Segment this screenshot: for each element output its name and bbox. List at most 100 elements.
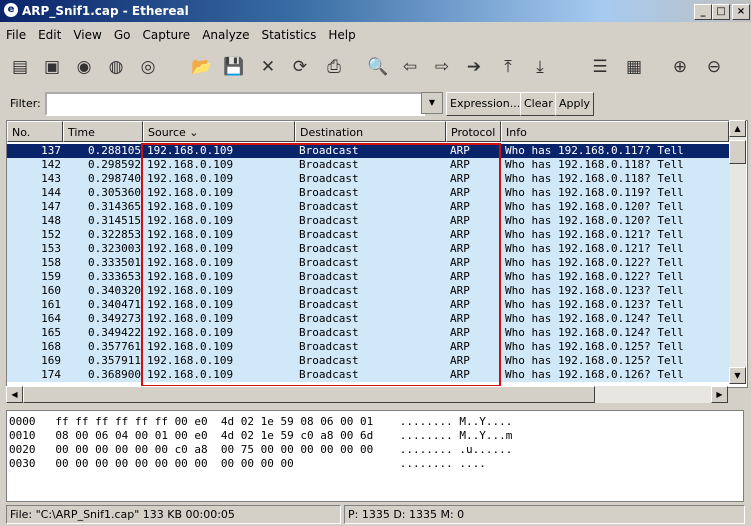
packet-row[interactable]: 143 0.298740 192.168.0.109 Broadcast ARP Who … — [7, 172, 729, 186]
packet-protocol: ARP — [450, 158, 470, 171]
packet-info: Who has 192.168.0.122? Tell — [505, 256, 684, 269]
restart-capture-icon[interactable]: ◎ — [140, 57, 156, 77]
packet-source: 192.168.0.109 — [147, 354, 234, 367]
packet-row[interactable]: 168 0.357761 192.168.0.109 Broadcast ARP Who … — [7, 340, 729, 354]
zoom-out-icon[interactable]: ⊖ — [706, 57, 722, 77]
go-to-icon[interactable]: ➔ — [466, 57, 482, 77]
packet-info: Who has 192.168.0.123? Tell — [505, 298, 684, 311]
column-header-time[interactable]: Time — [63, 121, 143, 142]
packet-time: 0.340471 — [88, 298, 141, 311]
packet-protocol: ARP — [450, 284, 470, 297]
packet-no: 143 — [41, 172, 61, 185]
scroll-thumb[interactable] — [729, 140, 746, 164]
close-icon[interactable]: ✕ — [260, 57, 276, 77]
last-packet-icon[interactable]: ⤓ — [536, 57, 544, 77]
capture-options-icon[interactable]: ▣ — [43, 57, 61, 77]
packet-protocol: ARP — [450, 186, 470, 199]
find-icon[interactable]: 🔍 — [367, 57, 389, 77]
packet-time: 0.288105 — [88, 144, 141, 157]
packet-row[interactable]: 160 0.340320 192.168.0.109 Broadcast ARP Who … — [7, 284, 729, 298]
menu-file[interactable]: File — [6, 28, 27, 42]
packet-row[interactable]: 174 0.368900 192.168.0.109 Broadcast ARP Who … — [7, 368, 729, 382]
packet-info: Who has 192.168.0.125? Tell — [505, 340, 684, 353]
back-icon[interactable]: ⇦ — [402, 57, 418, 77]
maximize-button[interactable]: □ — [712, 4, 730, 20]
scroll-left-icon[interactable]: ◀ — [6, 386, 23, 403]
packet-source: 192.168.0.109 — [147, 242, 234, 255]
clear-button[interactable]: Clear — [520, 92, 557, 116]
column-header-no[interactable]: No. — [7, 121, 63, 142]
packet-row[interactable]: 144 0.305360 192.168.0.109 Broadcast ARP Who … — [7, 186, 729, 200]
packet-source: 192.168.0.109 — [147, 340, 234, 353]
packet-protocol: ARP — [450, 172, 470, 185]
packet-row[interactable]: 147 0.314365 192.168.0.109 Broadcast ARP Who … — [7, 200, 729, 214]
colorize-icon[interactable]: ☰ — [592, 57, 608, 77]
scroll-down-icon[interactable]: ▼ — [729, 367, 746, 384]
start-capture-icon[interactable]: ◉ — [76, 57, 92, 77]
packet-time: 0.305360 — [88, 186, 141, 199]
packet-info: Who has 192.168.0.124? Tell — [505, 312, 684, 325]
packet-row[interactable]: 148 0.314515 192.168.0.109 Broadcast ARP Who … — [7, 214, 729, 228]
hex-line: 0030 00 00 00 00 00 00 00 00 00 00 00 00… — [9, 457, 486, 470]
hex-line: 0020 00 00 00 00 00 00 c0 a8 00 75 00 00… — [9, 443, 513, 456]
expression-button[interactable]: Expression... — [446, 92, 525, 116]
packet-row[interactable]: 164 0.349273 192.168.0.109 Broadcast ARP Who … — [7, 312, 729, 326]
column-header-destination[interactable]: Destination — [295, 121, 446, 142]
forward-icon[interactable]: ⇨ — [434, 57, 450, 77]
packet-protocol: ARP — [450, 242, 470, 255]
packet-info: Who has 192.168.0.120? Tell — [505, 200, 684, 213]
packet-row[interactable]: 159 0.333653 192.168.0.109 Broadcast ARP Who … — [7, 270, 729, 284]
packet-no: 169 — [41, 354, 61, 367]
packet-source: 192.168.0.109 — [147, 186, 234, 199]
menu-capture[interactable]: Capture — [142, 28, 191, 42]
filter-dropdown-icon[interactable]: ▼ — [421, 92, 443, 114]
vertical-scrollbar[interactable]: ▲ ▼ — [729, 120, 746, 384]
packet-row[interactable]: 165 0.349422 192.168.0.109 Broadcast ARP Who … — [7, 326, 729, 340]
packet-time: 0.357761 — [88, 340, 141, 353]
apply-button[interactable]: Apply — [555, 92, 595, 116]
filter-input[interactable] — [45, 92, 425, 116]
title-bar: e ARP_Snif1.cap - Ethereal _ □ × — [0, 0, 751, 22]
menu-help[interactable]: Help — [328, 28, 356, 42]
column-header-info[interactable]: Info — [501, 121, 729, 142]
print-icon[interactable]: ⎙ — [327, 57, 341, 77]
menu-analyze[interactable]: Analyze — [202, 28, 250, 42]
stop-capture-icon[interactable]: ◍ — [108, 57, 124, 77]
menu-go[interactable]: Go — [113, 28, 131, 42]
packet-row[interactable]: 161 0.340471 192.168.0.109 Broadcast ARP Who … — [7, 298, 729, 312]
hscroll-thumb[interactable] — [23, 386, 595, 403]
interfaces-icon[interactable]: ▤ — [11, 57, 29, 77]
reload-icon[interactable]: ⟳ — [292, 57, 308, 77]
open-icon[interactable]: 📂 — [191, 57, 213, 77]
packet-destination: Broadcast — [299, 298, 359, 311]
packet-time: 0.349273 — [88, 312, 141, 325]
packet-row[interactable]: 152 0.322853 192.168.0.109 Broadcast ARP Who … — [7, 228, 729, 242]
packet-time: 0.340320 — [88, 284, 141, 297]
packet-source: 192.168.0.109 — [147, 326, 234, 339]
scroll-right-icon[interactable]: ▶ — [711, 386, 728, 403]
packet-info: Who has 192.168.0.121? Tell — [505, 228, 684, 241]
first-packet-icon[interactable]: ⤒ — [504, 57, 512, 77]
close-window-button[interactable]: × — [732, 4, 750, 20]
packet-no: 153 — [41, 242, 61, 255]
menu-edit[interactable]: Edit — [38, 28, 62, 42]
packet-info: Who has 192.168.0.118? Tell — [505, 158, 684, 171]
packet-row[interactable]: 153 0.323003 192.168.0.109 Broadcast ARP Who … — [7, 242, 729, 256]
menu-statistics[interactable]: Statistics — [261, 28, 317, 42]
menu-view[interactable]: View — [73, 28, 102, 42]
column-header-source[interactable]: Source ⌄ — [143, 121, 295, 142]
packet-row[interactable]: 137 0.288105 192.168.0.109 Broadcast ARP Who … — [7, 144, 729, 158]
minimize-button[interactable]: _ — [694, 4, 712, 20]
packet-row[interactable]: 142 0.298592 192.168.0.109 Broadcast ARP Who … — [7, 158, 729, 172]
zoom-in-icon[interactable]: ⊕ — [672, 57, 688, 77]
packet-row[interactable]: 169 0.357911 192.168.0.109 Broadcast ARP Who … — [7, 354, 729, 368]
packet-row[interactable]: 158 0.333501 192.168.0.109 Broadcast ARP Who … — [7, 256, 729, 270]
autoscroll-icon[interactable]: ▦ — [625, 57, 643, 77]
scroll-up-icon[interactable]: ▲ — [729, 120, 746, 137]
horizontal-scrollbar[interactable]: ◀ ▶ — [6, 386, 728, 403]
packet-source: 192.168.0.109 — [147, 368, 234, 381]
packet-info: Who has 192.168.0.126? Tell — [505, 368, 684, 381]
column-header-protocol[interactable]: Protocol — [446, 121, 501, 142]
packet-destination: Broadcast — [299, 242, 359, 255]
save-icon[interactable]: 💾 — [223, 57, 245, 77]
